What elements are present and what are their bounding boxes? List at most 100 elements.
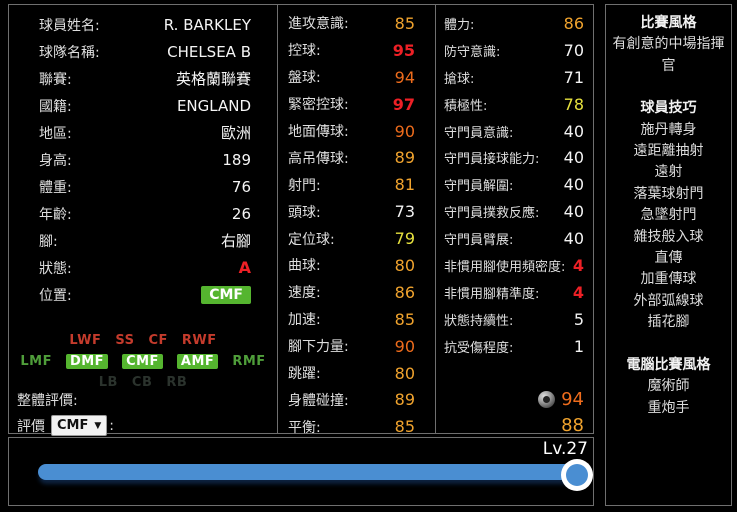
player-info-row: 年齡: 26 [39, 200, 251, 227]
skills-header: 球員技巧 [640, 100, 697, 117]
stat-value: 90 [394, 121, 415, 141]
stat-label: 速度: [288, 285, 321, 302]
com-style-header: 電腦比賽風格 [626, 356, 711, 373]
stat-row: 盤球: 94 [288, 64, 415, 91]
player-info-row: 身高: 189 [39, 146, 251, 173]
player-info-row: 體重: 76 [39, 173, 251, 200]
stat-value: 78 [563, 94, 584, 114]
stat-label: 狀態持續性: [444, 313, 514, 329]
info-value: 76 [231, 177, 251, 196]
defense-gk-stats-column: 體力: 86 防守意識: 70 搶球: 71 積極性: 78 守門員意識: 40 [436, 5, 593, 433]
player-info-row: 國籍: ENGLAND [39, 92, 251, 119]
styles-skills-panel: 比賽風格 有創意的中場指揮官 球員技巧 施丹轉身 遠距離抽射 遠射 落葉球射門 急墜射門… [605, 4, 732, 506]
position-cell: RWF [181, 333, 217, 348]
info-value: 189 [222, 150, 251, 169]
stat-row: 跳躍: 80 [288, 360, 415, 387]
position-cell: LWF [69, 333, 102, 348]
skill-item: 遠距離抽射 [633, 143, 704, 160]
stat-row: 高吊傳球: 89 [288, 144, 415, 171]
player-info-column: 球員姓名: R. BARKLEY 球隊名稱: CHELSEA B 聯賽: 英格蘭… [9, 5, 277, 433]
stat-value: 4 [572, 282, 584, 302]
player-info-row: 地區: 歐洲 [39, 119, 251, 146]
player-info-row: 球員姓名: R. BARKLEY [39, 11, 251, 38]
info-label: 位置: [39, 287, 72, 304]
stat-label: 非慣用腳使用頻密度: [444, 259, 566, 275]
position-row-forwards: LWF SS CF RWF [9, 333, 277, 348]
com-style-item: 魔術師 [647, 378, 690, 395]
stat-value: 97 [392, 94, 415, 114]
stat-label: 守門員臂展: [444, 233, 514, 249]
skills-list: 施丹轉身 遠距離抽射 遠射 落葉球射門 急墜射門 雜技般入球 直傳 加重傳球 外部弧線球 插花腳 [608, 120, 729, 334]
stat-label: 盤球: [288, 70, 321, 87]
position-cell: LMF [20, 354, 52, 369]
stat-label: 守門員解圍: [444, 179, 514, 195]
stat-row: 非慣用腳精準度: 4 [444, 279, 584, 306]
position-cell: RB [166, 375, 188, 390]
stat-label: 腳下力量: [288, 339, 349, 356]
stat-row: 搶球: 71 [444, 64, 584, 91]
info-value: 英格蘭聯賽 [175, 70, 251, 88]
stat-label: 進攻意識: [288, 16, 349, 33]
stat-value: 89 [394, 148, 415, 168]
info-label: 國籍: [39, 98, 72, 115]
rating-position-select[interactable]: CMF ▼ [51, 415, 108, 436]
stat-row: 守門員意識: 40 [444, 118, 584, 145]
info-value: 歐洲 [220, 124, 251, 142]
stat-label: 防守意識: [444, 44, 501, 60]
stat-label: 定位球: [288, 231, 335, 248]
position-rating-row: 評價 CMF ▼ : 88 [17, 415, 584, 436]
stat-label: 平衡: [288, 419, 321, 436]
stat-label: 射門: [288, 177, 321, 194]
stat-row: 狀態持續性: 5 [444, 306, 584, 333]
stat-label: 搶球: [444, 71, 475, 87]
info-label: 體重: [39, 179, 72, 196]
stat-value: 70 [563, 40, 584, 60]
skill-item: 遠射 [654, 164, 683, 181]
stat-label: 守門員接球能力: [444, 152, 540, 168]
player-info-row: 腳: 右腳 [39, 227, 251, 254]
skill-item: 急墜射門 [640, 207, 697, 224]
stat-value: 71 [563, 67, 584, 87]
info-label: 年齡: [39, 206, 72, 223]
stat-label: 控球: [288, 43, 321, 60]
level-progress-slider[interactable] [38, 464, 583, 480]
info-value: A [238, 258, 251, 277]
stat-value: 85 [394, 417, 415, 437]
rating-label: 評價 [17, 418, 45, 435]
stat-label: 頭球: [288, 204, 321, 221]
stat-row: 守門員臂展: 40 [444, 225, 584, 252]
position-cell: RMF [232, 354, 266, 369]
stat-row: 射門: 81 [288, 171, 415, 198]
player-info-row: 狀態: A [39, 254, 251, 281]
skill-item: 落葉球射門 [633, 185, 704, 202]
skill-item: 直傳 [654, 250, 683, 267]
stat-value: 81 [394, 175, 415, 195]
com-style-item: 重炮手 [647, 399, 690, 416]
stat-row: 頭球: 73 [288, 198, 415, 225]
info-value: 右腳 [220, 232, 251, 250]
player-info-row: 聯賽: 英格蘭聯賽 [39, 65, 251, 92]
player-info-row: 球隊名稱: CHELSEA B [39, 38, 251, 65]
position-row-defense: LB CB RB [9, 375, 277, 390]
play-style-header: 比賽風格 [640, 15, 697, 31]
stat-value: 85 [394, 13, 415, 33]
info-value: 26 [231, 204, 251, 223]
info-label: 球員姓名: [39, 17, 100, 34]
stat-row: 曲球: 80 [288, 252, 415, 279]
level-slider-handle[interactable] [561, 459, 593, 491]
info-label: 地區: [39, 125, 72, 142]
stat-value: 40 [563, 175, 584, 195]
info-value: CHELSEA B [167, 42, 251, 61]
stat-value: 4 [572, 255, 584, 275]
stat-row: 控球: 95 [288, 37, 415, 64]
skill-item: 外部弧線球 [633, 292, 704, 309]
chevron-down-icon: ▼ [94, 420, 102, 431]
level-label: Lv.27 [542, 439, 588, 459]
overall-rating-row: 整體評價: 94 [17, 389, 584, 410]
level-panel: Lv.27 [8, 437, 594, 506]
stat-value: 94 [394, 67, 415, 87]
stat-value: 95 [392, 40, 415, 60]
info-label: 身高: [39, 152, 72, 169]
stat-value: 1 [573, 336, 584, 356]
overall-rating-value: 94 [561, 389, 584, 410]
